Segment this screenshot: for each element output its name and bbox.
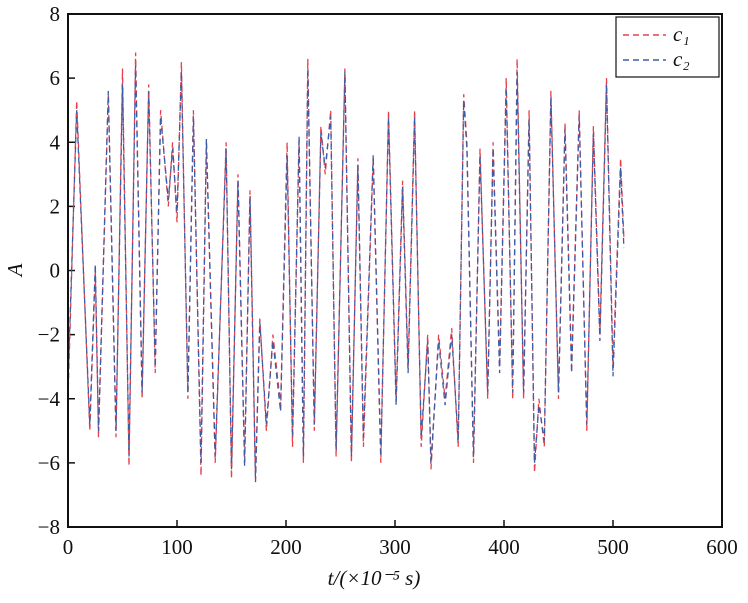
- legend-box: [615, 16, 720, 78]
- x-tick-label: 400: [488, 535, 520, 559]
- y-tick-label: −2: [38, 323, 60, 347]
- y-tick-label: 0: [50, 259, 61, 283]
- x-tick-label: 300: [379, 535, 411, 559]
- x-tick-label: 200: [270, 535, 302, 559]
- series-line: [67, 65, 625, 483]
- x-tick-label: 0: [63, 535, 74, 559]
- x-tick-label: 600: [706, 535, 738, 559]
- y-tick-label: −6: [38, 451, 60, 475]
- x-axis-label: t/(×10⁻⁵ s): [328, 566, 421, 590]
- legend-label: c₁: [673, 22, 690, 46]
- y-tick-label: −8: [38, 515, 60, 539]
- y-tick-label: 8: [50, 2, 61, 26]
- y-tick-label: 6: [50, 66, 61, 90]
- plot-frame: [67, 13, 723, 528]
- series-line: [67, 52, 625, 479]
- y-tick-label: 2: [50, 194, 61, 218]
- y-tick-label: 4: [50, 130, 61, 154]
- y-axis-label: A: [3, 263, 27, 278]
- x-tick-label: 500: [597, 535, 629, 559]
- legend-label: c₂: [673, 47, 690, 71]
- y-tick-label: −4: [38, 387, 61, 411]
- x-tick-label: 100: [161, 535, 193, 559]
